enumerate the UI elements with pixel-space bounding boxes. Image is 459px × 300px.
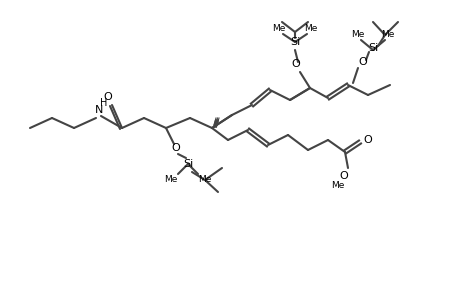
- Text: Me: Me: [381, 29, 394, 38]
- Text: O: O: [358, 57, 367, 67]
- Text: Si: Si: [289, 37, 299, 47]
- Text: Me: Me: [164, 176, 177, 184]
- Text: H: H: [100, 98, 107, 108]
- Text: O: O: [363, 135, 372, 145]
- Text: Me: Me: [304, 23, 317, 32]
- Text: Me: Me: [272, 23, 285, 32]
- Text: O: O: [339, 171, 347, 181]
- Text: Si: Si: [367, 43, 377, 53]
- Text: O: O: [291, 59, 300, 69]
- Text: Me: Me: [198, 176, 211, 184]
- Text: O: O: [103, 92, 112, 102]
- Text: Si: Si: [183, 159, 193, 169]
- Text: N: N: [95, 105, 103, 115]
- Text: Me: Me: [330, 182, 344, 190]
- Text: O: O: [171, 143, 180, 153]
- Text: Me: Me: [351, 29, 364, 38]
